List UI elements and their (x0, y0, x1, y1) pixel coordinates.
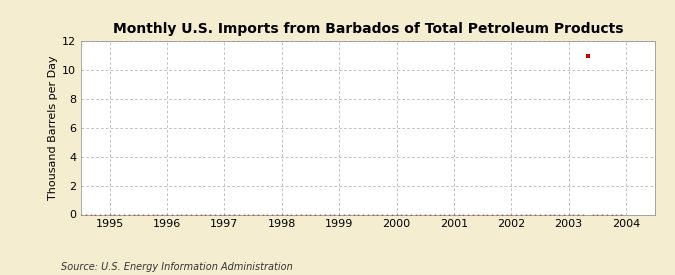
Text: Source: U.S. Energy Information Administration: Source: U.S. Energy Information Administ… (61, 262, 292, 272)
Y-axis label: Thousand Barrels per Day: Thousand Barrels per Day (48, 56, 58, 200)
Title: Monthly U.S. Imports from Barbados of Total Petroleum Products: Monthly U.S. Imports from Barbados of To… (113, 22, 623, 36)
